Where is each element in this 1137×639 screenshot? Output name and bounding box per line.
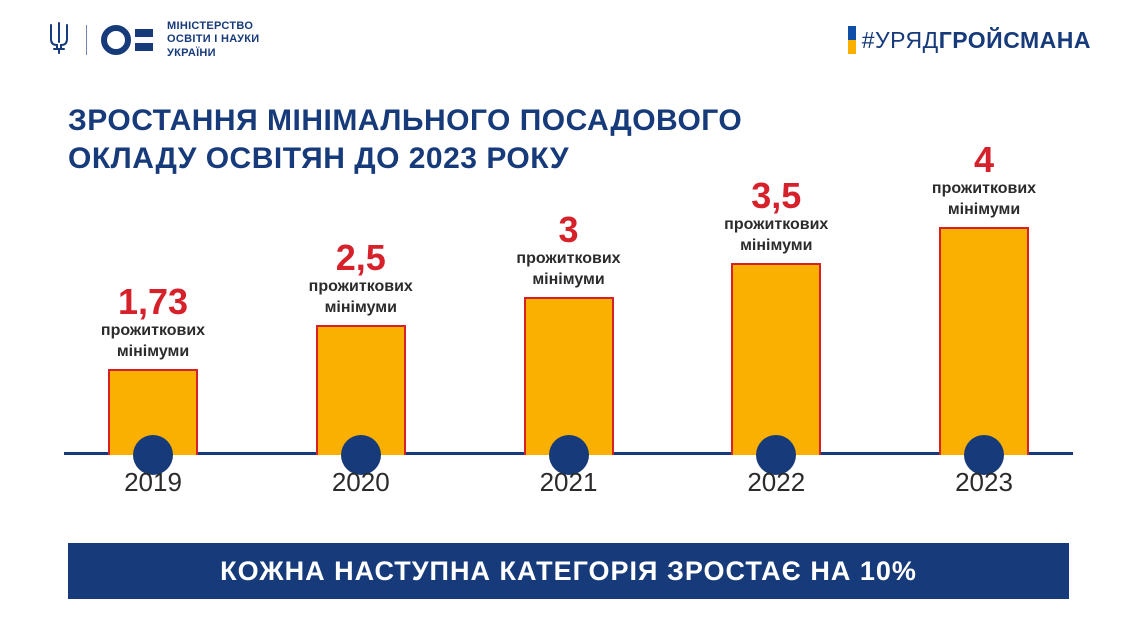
bar xyxy=(939,227,1029,455)
year-label: 2022 xyxy=(691,467,861,505)
value-sub-line: прожиткових xyxy=(874,180,1094,198)
bar-slot: 3прожитковихмінімуми xyxy=(484,180,654,455)
value-label: 3,5 прожиткових мінімуми xyxy=(666,178,886,255)
ministry-text: МІНІСТЕРСТВО ОСВІТИ І НАУКИ УКРАЇНИ xyxy=(167,20,259,60)
hashtag-text: #УРЯДГРОЙСМАНА xyxy=(862,27,1091,54)
hashtag-bold: ГРОЙСМАНА xyxy=(939,27,1091,53)
footer-band: КОЖНА НАСТУПНА КАТЕГОРІЯ ЗРОСТАЄ НА 10% xyxy=(68,543,1069,599)
value-number: 1,73 xyxy=(43,284,263,320)
value-sub-line: прожиткових xyxy=(459,250,679,268)
year-label: 2019 xyxy=(68,467,238,505)
hashtag-prefix: #УРЯД xyxy=(862,27,939,53)
ministry-line-1: МІНІСТЕРСТВО xyxy=(167,20,259,33)
value-sub-line: прожиткових xyxy=(251,278,471,296)
header-left: МІНІСТЕРСТВО ОСВІТИ І НАУКИ УКРАЇНИ xyxy=(46,20,259,60)
bar-slot: 2,5прожитковихмінімуми xyxy=(276,180,446,455)
year-label: 2021 xyxy=(484,467,654,505)
value-sub-line: мінімуми xyxy=(459,271,679,289)
divider-icon xyxy=(86,25,87,55)
value-sub-line: мінімуми xyxy=(43,343,263,361)
trident-icon xyxy=(46,22,72,59)
bar-slot: 1,73прожитковихмінімуми xyxy=(68,180,238,455)
value-number: 3,5 xyxy=(666,178,886,214)
value-sub-line: мінімуми xyxy=(874,201,1094,219)
value-label: 4 прожиткових мінімуми xyxy=(874,142,1094,219)
value-label: 3 прожиткових мінімуми xyxy=(459,212,679,289)
bar xyxy=(524,297,614,455)
bar xyxy=(731,263,821,455)
chart-bars: 1,73прожитковихмінімуми2,5прожитковихмін… xyxy=(68,180,1069,455)
page-title: ЗРОСТАННЯ МІНІМАЛЬНОГО ПОСАДОВОГО ОКЛАДУ… xyxy=(68,102,742,177)
value-sub-line: прожиткових xyxy=(43,322,263,340)
value-sub-line: мінімуми xyxy=(666,237,886,255)
hashtag-block: #УРЯДГРОЙСМАНА xyxy=(848,26,1091,54)
value-sub-line: прожиткових xyxy=(666,216,886,234)
title-line-1: ЗРОСТАННЯ МІНІМАЛЬНОГО ПОСАДОВОГО xyxy=(68,102,742,140)
value-number: 3 xyxy=(459,212,679,248)
bar-slot: 3,5прожитковихмінімуми xyxy=(691,180,861,455)
flag-icon xyxy=(848,26,856,54)
bar-slot: 4прожитковихмінімуми xyxy=(899,180,1069,455)
value-sub-line: мінімуми xyxy=(251,299,471,317)
footer-text: КОЖНА НАСТУПНА КАТЕГОРІЯ ЗРОСТАЄ НА 10% xyxy=(220,556,917,587)
salary-chart: 1,73прожитковихмінімуми2,5прожитковихмін… xyxy=(68,180,1069,499)
ministry-mark-icon xyxy=(101,23,159,57)
value-number: 4 xyxy=(874,142,1094,178)
header: МІНІСТЕРСТВО ОСВІТИ І НАУКИ УКРАЇНИ #УРЯ… xyxy=(0,0,1137,80)
value-label: 2,5 прожиткових мінімуми xyxy=(251,240,471,317)
value-number: 2,5 xyxy=(251,240,471,276)
value-label: 1,73 прожиткових мінімуми xyxy=(43,284,263,361)
ministry-line-3: УКРАЇНИ xyxy=(167,47,259,60)
year-label: 2023 xyxy=(899,467,1069,505)
ministry-logo: МІНІСТЕРСТВО ОСВІТИ І НАУКИ УКРАЇНИ xyxy=(101,20,259,60)
year-label: 2020 xyxy=(276,467,446,505)
chart-year-labels: 2019 2020 2021 2022 2023 xyxy=(68,467,1069,505)
ministry-line-2: ОСВІТИ І НАУКИ xyxy=(167,33,259,46)
title-line-2: ОКЛАДУ ОСВІТЯН ДО 2023 РОКУ xyxy=(68,140,742,178)
